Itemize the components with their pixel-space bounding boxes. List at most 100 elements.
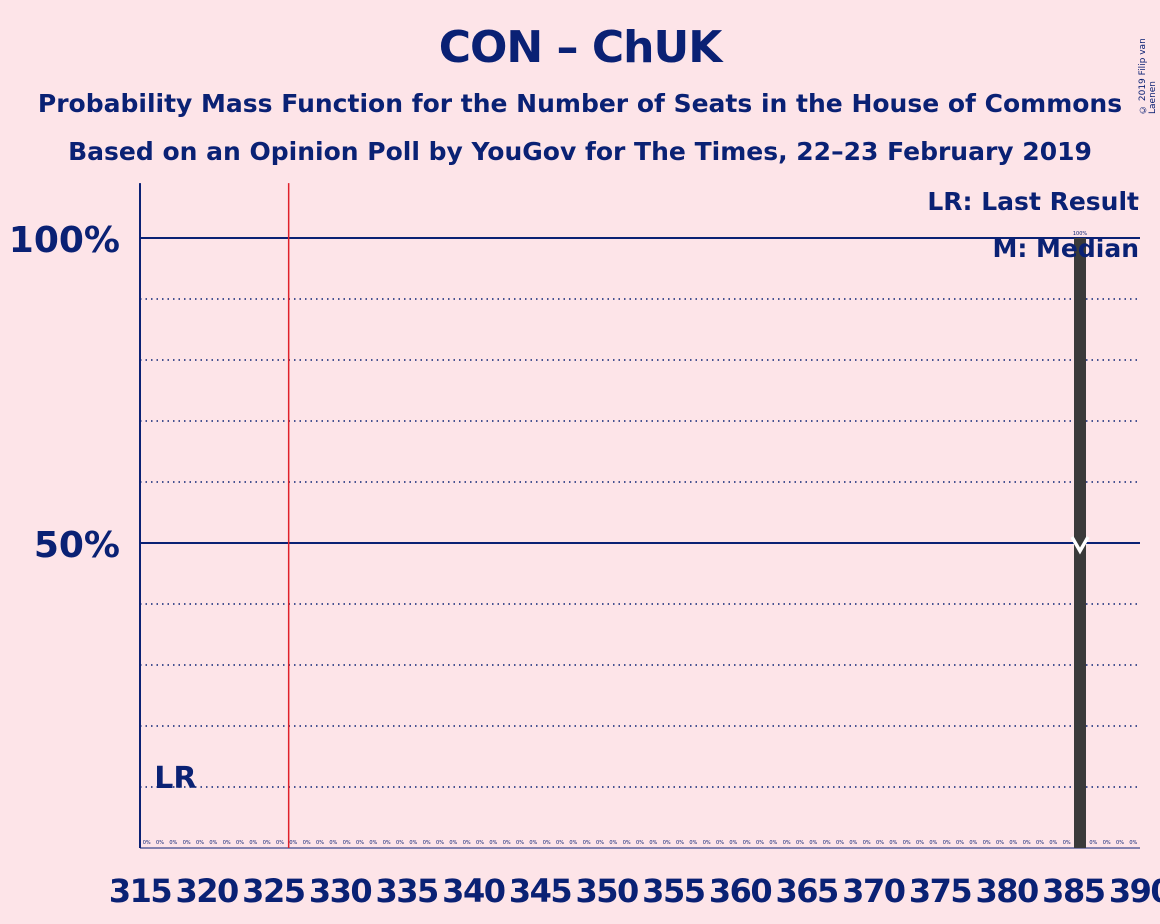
zero-label: 0% <box>1049 840 1057 846</box>
zero-label: 0% <box>823 840 831 846</box>
zero-label: 0% <box>449 840 457 846</box>
x-tick-label: 320 <box>176 872 239 910</box>
zero-label: 0% <box>1089 840 1097 846</box>
bar-value-label: 100% <box>1073 231 1088 237</box>
legend-last-result: LR: Last Result <box>927 187 1139 216</box>
last-result-label: LR <box>154 761 196 796</box>
zero-label: 0% <box>303 840 311 846</box>
zero-label: 0% <box>543 840 551 846</box>
x-tick-label: 370 <box>842 872 905 910</box>
zero-label: 0% <box>809 840 817 846</box>
legend-median: M: Median <box>992 234 1139 263</box>
zero-label: 0% <box>316 840 324 846</box>
zero-label: 0% <box>1129 840 1137 846</box>
zero-label: 0% <box>263 840 271 846</box>
zero-label: 0% <box>209 840 217 846</box>
zero-label: 0% <box>169 840 177 846</box>
x-tick-label: 315 <box>109 872 172 910</box>
zero-label: 0% <box>569 840 577 846</box>
zero-label: 0% <box>849 840 857 846</box>
zero-label: 0% <box>929 840 937 846</box>
zero-label: 0% <box>143 840 151 846</box>
x-tick-label: 325 <box>242 872 305 910</box>
zero-label: 0% <box>583 840 591 846</box>
zero-label: 0% <box>983 840 991 846</box>
zero-label: 0% <box>249 840 257 846</box>
zero-label: 0% <box>996 840 1004 846</box>
zero-label: 0% <box>476 840 484 846</box>
zero-label: 0% <box>956 840 964 846</box>
zero-label: 0% <box>329 840 337 846</box>
x-tick-label: 340 <box>442 872 505 910</box>
zero-label: 0% <box>529 840 537 846</box>
x-tick-label: 345 <box>509 872 572 910</box>
x-tick-label: 380 <box>976 872 1039 910</box>
y-tick-label: 100% <box>9 220 120 261</box>
zero-label: 0% <box>903 840 911 846</box>
zero-label: 0% <box>1023 840 1031 846</box>
zero-label: 0% <box>676 840 684 846</box>
y-tick-label: 50% <box>34 525 120 566</box>
zero-label: 0% <box>156 840 164 846</box>
zero-label: 0% <box>463 840 471 846</box>
chart-title: CON – ChUK <box>438 22 723 73</box>
zero-label: 0% <box>289 840 297 846</box>
zero-label: 0% <box>596 840 604 846</box>
zero-label: 0% <box>556 840 564 846</box>
zero-label: 0% <box>396 840 404 846</box>
x-tick-label: 355 <box>642 872 705 910</box>
zero-label: 0% <box>236 840 244 846</box>
zero-label: 0% <box>943 840 951 846</box>
zero-label: 0% <box>1116 840 1124 846</box>
zero-label: 0% <box>356 840 364 846</box>
zero-label: 0% <box>1009 840 1017 846</box>
zero-label: 0% <box>783 840 791 846</box>
zero-label: 0% <box>649 840 657 846</box>
zero-label: 0% <box>183 840 191 846</box>
chart-subtitle: Probability Mass Function for the Number… <box>37 89 1123 118</box>
zero-label: 0% <box>1103 840 1111 846</box>
zero-label: 0% <box>383 840 391 846</box>
x-tick-label: 385 <box>1042 872 1105 910</box>
zero-label: 0% <box>969 840 977 846</box>
zero-label: 0% <box>436 840 444 846</box>
x-tick-label: 360 <box>709 872 772 910</box>
zero-label: 0% <box>703 840 711 846</box>
zero-label: 0% <box>916 840 924 846</box>
zero-label: 0% <box>863 840 871 846</box>
zero-label: 0% <box>516 840 524 846</box>
x-tick-label: 335 <box>376 872 439 910</box>
zero-label: 0% <box>423 840 431 846</box>
zero-label: 0% <box>276 840 284 846</box>
zero-label: 0% <box>623 840 631 846</box>
x-tick-label: 365 <box>776 872 839 910</box>
zero-label: 0% <box>503 840 511 846</box>
zero-label: 0% <box>343 840 351 846</box>
zero-label: 0% <box>796 840 804 846</box>
zero-label: 0% <box>409 840 417 846</box>
zero-label: 0% <box>663 840 671 846</box>
zero-label: 0% <box>836 840 844 846</box>
bar-seat-385 <box>1074 238 1086 848</box>
zero-label: 0% <box>889 840 897 846</box>
median-marker <box>1070 536 1090 555</box>
zero-label: 0% <box>369 840 377 846</box>
zero-label: 0% <box>729 840 737 846</box>
x-tick-label: 330 <box>309 872 372 910</box>
x-tick-label: 390 <box>1109 872 1160 910</box>
zero-label: 0% <box>1063 840 1071 846</box>
zero-label: 0% <box>716 840 724 846</box>
zero-label: 0% <box>489 840 497 846</box>
zero-label: 0% <box>876 840 884 846</box>
zero-label: 0% <box>636 840 644 846</box>
zero-label: 0% <box>756 840 764 846</box>
zero-label: 0% <box>769 840 777 846</box>
zero-label: 0% <box>609 840 617 846</box>
x-tick-label: 375 <box>909 872 972 910</box>
zero-label: 0% <box>223 840 231 846</box>
zero-label: 0% <box>1036 840 1044 846</box>
zero-label: 0% <box>743 840 751 846</box>
chart-source: Based on an Opinion Poll by YouGov for T… <box>68 137 1092 166</box>
zero-label: 0% <box>196 840 204 846</box>
